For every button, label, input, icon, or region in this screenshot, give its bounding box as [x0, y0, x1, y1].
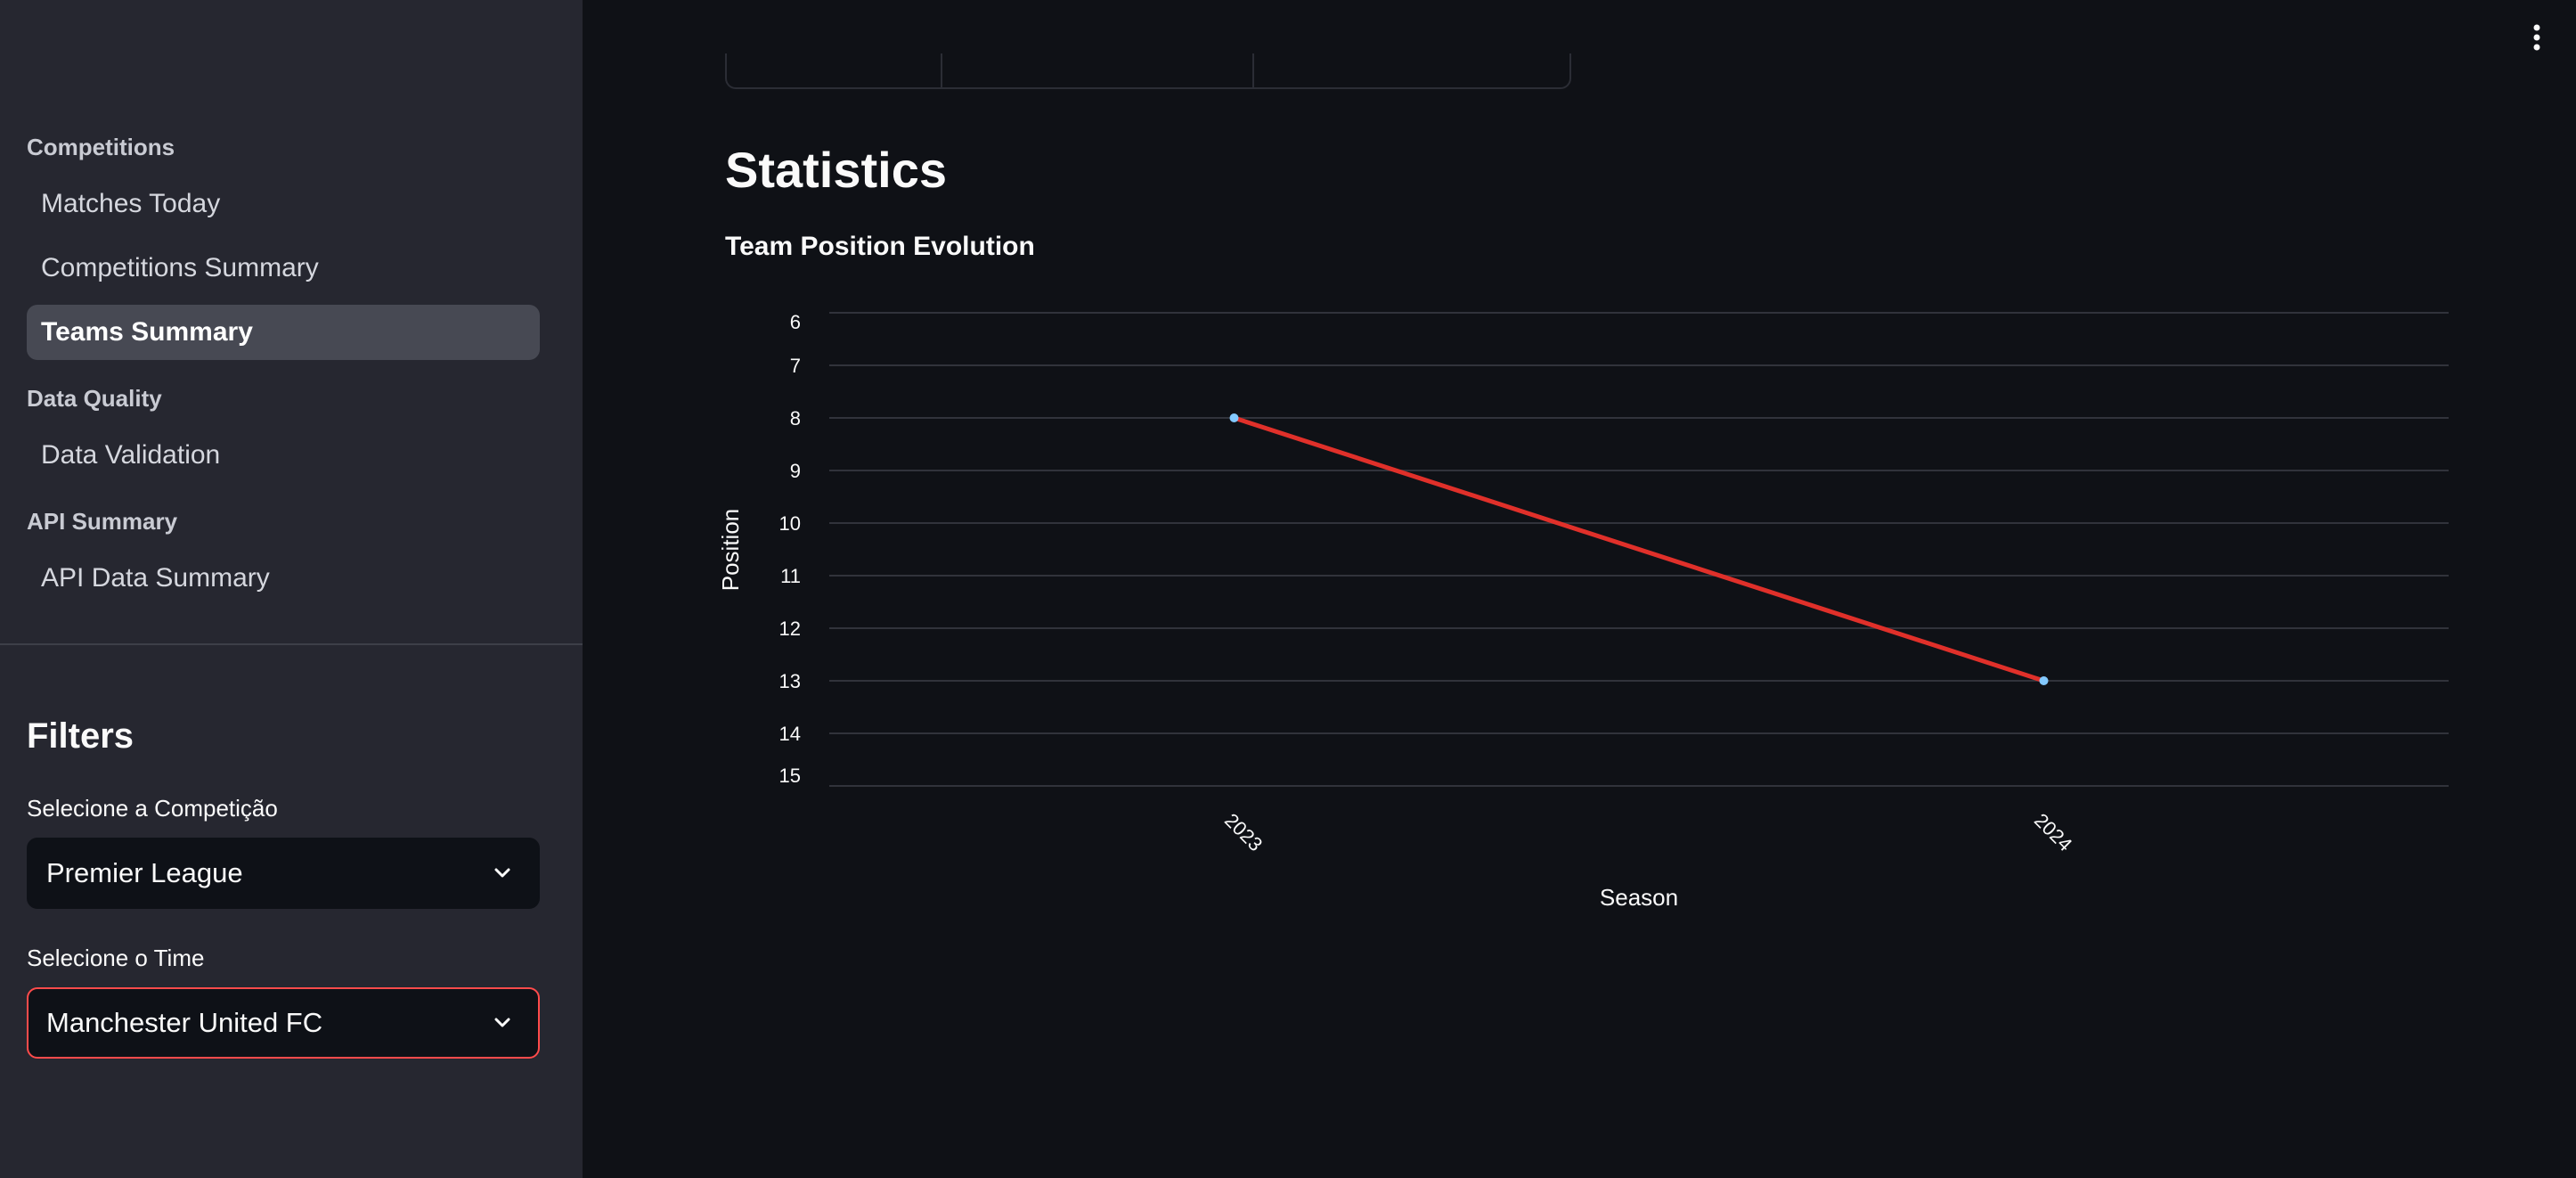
y-tick-label: 10	[779, 512, 801, 535]
chart-title: Team Position Evolution	[725, 232, 1035, 261]
sidebar: Competitions Matches Today Competitions …	[0, 0, 583, 1178]
position-line-chart: 6 7 8 9 10 11 12 13 14 15 2023 2024 Position Seaso…	[717, 311, 2449, 911]
y-tick-label: 12	[779, 618, 801, 640]
filters-title: Filters	[27, 716, 135, 756]
competition-select[interactable]: Premier League	[27, 838, 540, 909]
y-tick-label: 11	[780, 565, 801, 587]
competition-select-label: Selecione a Competição	[27, 795, 278, 822]
chevron-down-icon	[494, 1018, 510, 1027]
grid-lines	[829, 312, 2449, 787]
chevron-down-icon	[494, 868, 510, 878]
competition-select-value: Premier League	[46, 857, 243, 888]
y-tick-labels: 6 7 8 9 10 11 12 13 14 15	[779, 311, 801, 787]
sidebar-item-data-validation[interactable]: Data Validation	[41, 440, 221, 470]
sidebar-item-teams-summary[interactable]: Teams Summary	[27, 305, 540, 360]
data-point[interactable]	[1229, 413, 1239, 422]
x-tick-label: 2023	[1220, 809, 1267, 855]
team-select-value: Manchester United FC	[46, 1007, 323, 1038]
team-select[interactable]: Manchester United FC	[27, 987, 540, 1059]
y-tick-label: 6	[790, 311, 801, 333]
team-select-label: Selecione o Time	[27, 945, 205, 971]
sidebar-item-matches-today[interactable]: Matches Today	[41, 189, 221, 218]
x-tick-label: 2024	[2030, 809, 2076, 855]
page-title: Statistics	[725, 142, 947, 198]
main-content: Statistics Team Position Evolution 6 7 8 9 1…	[583, 0, 2576, 1178]
sidebar-divider	[0, 643, 583, 645]
series-layer	[1229, 413, 2049, 685]
y-tick-label: 13	[779, 670, 801, 692]
y-tick-label: 9	[790, 460, 801, 482]
nav-section-competitions: Competitions	[27, 134, 175, 160]
y-tick-label: 8	[790, 407, 801, 429]
y-tick-label: 15	[779, 765, 801, 787]
nav-section-data-quality: Data Quality	[27, 385, 162, 412]
table-bottom-edge	[725, 53, 1571, 89]
sidebar-item-api-data-summary[interactable]: API Data Summary	[41, 563, 270, 593]
sidebar-item-competitions-summary[interactable]: Competitions Summary	[41, 253, 319, 282]
more-vertical-icon[interactable]	[2531, 23, 2542, 52]
nav-section-api-summary: API Summary	[27, 508, 178, 535]
data-point[interactable]	[2039, 676, 2049, 685]
y-tick-label: 7	[790, 355, 801, 377]
x-axis-label: Season	[1600, 884, 1678, 911]
y-tick-label: 14	[779, 723, 801, 745]
x-tick-labels: 2023 2024	[1220, 809, 2076, 855]
series-line	[1232, 415, 2046, 683]
y-axis-label: Position	[717, 509, 744, 592]
